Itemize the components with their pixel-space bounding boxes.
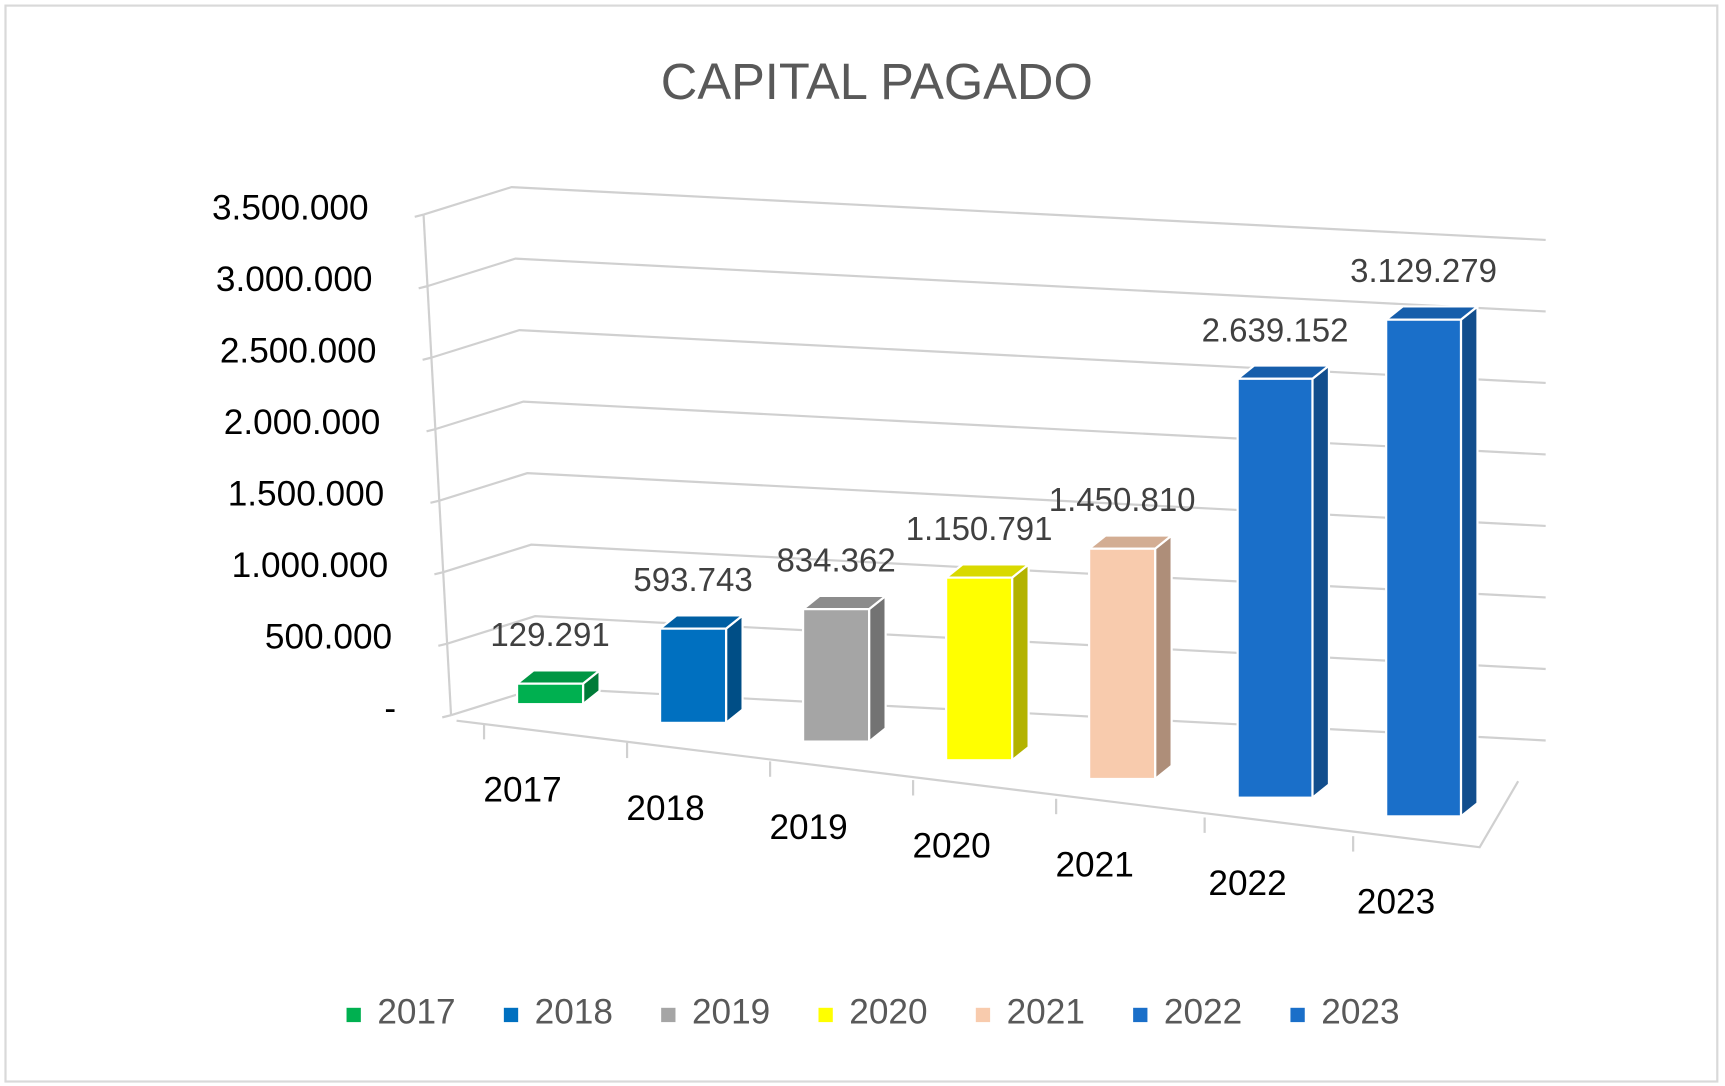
legend-label: 2019 [692, 993, 770, 1032]
chart-title: CAPITAL PAGADO [661, 53, 1093, 110]
bar [515, 682, 585, 706]
y-tick-mark [434, 571, 444, 576]
y-tick-label: - [384, 689, 396, 728]
y-tick-mark [422, 356, 432, 361]
x-tick-label: 2023 [1357, 883, 1435, 922]
y-tick-label: 3.000.000 [216, 260, 373, 299]
value-label: 2.639.152 [1202, 311, 1349, 348]
legend-label: 2022 [1164, 993, 1242, 1032]
bar-side [1011, 562, 1030, 763]
bar-side [1311, 363, 1331, 800]
x-tick-label: 2018 [626, 789, 704, 828]
value-label: 1.150.791 [906, 510, 1053, 547]
value-label: 3.129.279 [1350, 252, 1497, 289]
value-label: 593.743 [633, 561, 752, 598]
bar-top [1085, 534, 1175, 550]
x-tick-label: 2017 [483, 770, 561, 809]
bar-top [1234, 364, 1333, 380]
bar-top [942, 563, 1032, 579]
y-tick-mark [441, 714, 452, 719]
grid-line [442, 543, 1546, 599]
y-tick-label: 1.500.000 [228, 475, 385, 514]
y-tick-mark [430, 499, 440, 504]
floor-edge [456, 719, 1520, 849]
legend-swatch [346, 1007, 361, 1023]
y-tick-label: 2.000.000 [224, 403, 381, 442]
y-tick-mark [426, 428, 436, 433]
grid-line [435, 400, 1546, 456]
bar-side [1154, 533, 1173, 782]
value-label: 129.291 [490, 616, 609, 653]
bar-top [656, 614, 746, 630]
y-tick-label: 3.500.000 [212, 189, 369, 228]
legend-swatch [1290, 1007, 1305, 1023]
x-tick-label: 2022 [1208, 864, 1286, 903]
value-label: 834.362 [776, 542, 895, 579]
x-tick-label: 2021 [1055, 845, 1133, 884]
bar [1385, 318, 1463, 818]
bar-top [799, 594, 889, 611]
legend-swatch [818, 1007, 833, 1023]
bar-top [513, 669, 603, 685]
legend-swatch [503, 1007, 519, 1023]
legend-swatch [661, 1007, 676, 1023]
y-tick-label: 500.000 [265, 618, 392, 657]
bar-side [724, 613, 744, 726]
bar [1236, 377, 1314, 799]
x-tick-label: 2020 [912, 827, 990, 866]
grid-line [427, 257, 1546, 313]
bar-top [1383, 305, 1481, 321]
bar [1088, 547, 1157, 781]
y-tick-label: 2.500.000 [220, 332, 377, 371]
x-tick-label: 2019 [769, 808, 847, 847]
bar-side [868, 593, 887, 744]
legend-swatch [975, 1007, 991, 1023]
legend-label: 2018 [535, 993, 613, 1032]
y-tick-mark [438, 642, 448, 647]
value-label: 1.450.810 [1049, 481, 1196, 518]
grid-line [423, 186, 1546, 242]
bar [801, 608, 871, 743]
y-tick-mark [418, 285, 428, 290]
y-tick-mark [414, 213, 424, 218]
y-tick-label: 1.000.000 [232, 546, 389, 585]
grid-line [431, 329, 1546, 385]
axis-line [422, 214, 453, 716]
legend-swatch [1133, 1007, 1148, 1023]
legend-label: 2023 [1321, 993, 1399, 1032]
bar [658, 627, 728, 724]
grid-line [446, 615, 1546, 671]
legend-label: 2020 [849, 993, 927, 1032]
bar [945, 576, 1014, 762]
legend-label: 2021 [1007, 993, 1085, 1032]
grid-line [438, 472, 1546, 528]
legend-label: 2017 [377, 993, 455, 1032]
bar-side [1459, 304, 1479, 819]
